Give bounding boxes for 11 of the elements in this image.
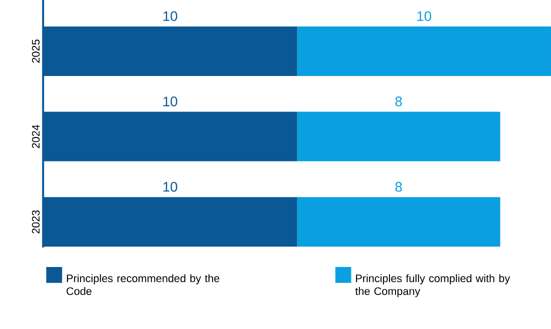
y-tick-label: 2025 bbox=[32, 40, 40, 63]
legend-label: Principles recommended by the Code bbox=[66, 274, 220, 296]
y-tick-label: 2024 bbox=[32, 124, 40, 148]
data-label: 8 bbox=[395, 96, 402, 107]
data-label: 10 bbox=[163, 96, 178, 107]
legend-label: Principles fully complied with by the Company bbox=[355, 274, 510, 298]
data-label: 10 bbox=[163, 11, 178, 22]
data-label: 10 bbox=[417, 11, 432, 22]
data-label: 10 bbox=[163, 182, 178, 192]
y-tick-label: 2023 bbox=[32, 210, 40, 234]
data-label: 8 bbox=[395, 182, 402, 192]
